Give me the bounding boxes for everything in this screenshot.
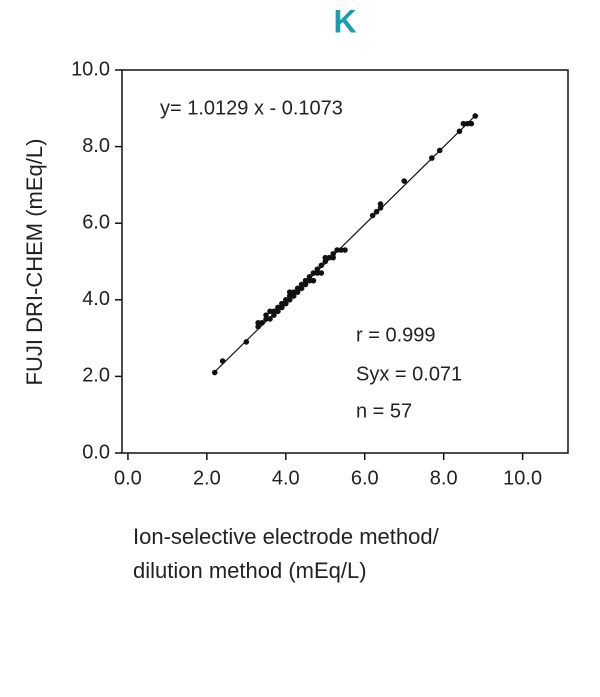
data-point — [271, 308, 277, 315]
data-point — [271, 312, 277, 318]
y-tick-label: 8.0 — [82, 135, 110, 157]
data-point — [286, 289, 293, 295]
data-point — [267, 308, 273, 315]
data-point — [259, 319, 265, 326]
data-point — [302, 277, 309, 284]
x-tick-label: 6.0 — [351, 467, 379, 489]
data-point — [263, 316, 269, 322]
data-point — [330, 254, 336, 261]
data-point — [294, 285, 301, 292]
stat-label: Syx = 0.071 — [356, 363, 462, 385]
data-point — [279, 304, 285, 311]
x-tick-label: 0.0 — [114, 467, 142, 489]
data-point — [310, 277, 317, 284]
data-point — [282, 297, 289, 303]
data-point — [306, 277, 313, 284]
y-tick-label: 6.0 — [82, 211, 110, 233]
x-tick-label: 2.0 — [193, 467, 221, 489]
data-point — [436, 147, 443, 154]
data-point — [318, 270, 325, 276]
data-point — [369, 212, 376, 219]
data-point — [286, 297, 293, 303]
data-point — [342, 247, 348, 253]
data-point — [298, 285, 305, 292]
regression-equation: y= 1.0129 x - 0.1073 — [160, 97, 343, 119]
x-tick-label: 8.0 — [430, 467, 458, 489]
data-point — [326, 254, 333, 261]
data-point — [377, 205, 384, 211]
data-point — [290, 289, 297, 295]
data-point — [429, 155, 435, 161]
data-point — [314, 266, 321, 272]
y-tick-label: 0.0 — [82, 441, 110, 463]
x-tick-label: 4.0 — [272, 467, 300, 489]
chart-title: K — [333, 3, 356, 39]
regression-line — [214, 115, 476, 373]
data-point — [267, 316, 273, 322]
data-point — [275, 308, 281, 315]
data-point — [294, 289, 301, 295]
x-tick-label: 10.0 — [503, 467, 542, 489]
data-point — [464, 120, 471, 127]
x-axis-label: dilution method (mEq/L) — [133, 558, 367, 583]
data-point — [255, 323, 261, 330]
data-point — [219, 358, 226, 364]
data-point — [286, 293, 293, 299]
data-point — [302, 281, 309, 288]
plot-frame — [121, 69, 569, 454]
data-point — [290, 293, 297, 299]
stat-label: n = 57 — [356, 400, 412, 422]
y-tick-label: 10.0 — [71, 58, 110, 80]
stat-label: r = 0.999 — [356, 324, 436, 346]
data-point — [322, 258, 329, 265]
data-point — [282, 300, 289, 307]
y-tick-label: 2.0 — [82, 365, 110, 387]
data-point — [263, 312, 269, 318]
y-tick-label: 4.0 — [82, 288, 110, 310]
data-point — [306, 274, 313, 280]
data-point — [401, 178, 408, 184]
y-axis-label: FUJI DRI-CHEM (mEq/L) — [22, 139, 47, 386]
data-point — [298, 281, 305, 288]
data-point — [468, 120, 475, 127]
x-axis-label: Ion-selective electrode method/ — [133, 524, 440, 549]
data-point — [472, 113, 479, 119]
data-point — [330, 251, 336, 257]
data-point — [310, 270, 317, 276]
data-point — [243, 339, 250, 345]
data-point — [377, 201, 384, 207]
data-point — [279, 300, 285, 307]
data-point — [460, 120, 467, 127]
data-point — [255, 319, 261, 326]
data-point — [373, 208, 380, 215]
data-point — [456, 128, 463, 135]
data-point — [314, 270, 321, 276]
data-point — [334, 247, 340, 253]
data-point — [322, 254, 329, 261]
data-point — [338, 247, 344, 253]
data-point — [211, 369, 218, 376]
data-point — [318, 262, 325, 269]
data-point — [275, 304, 281, 311]
